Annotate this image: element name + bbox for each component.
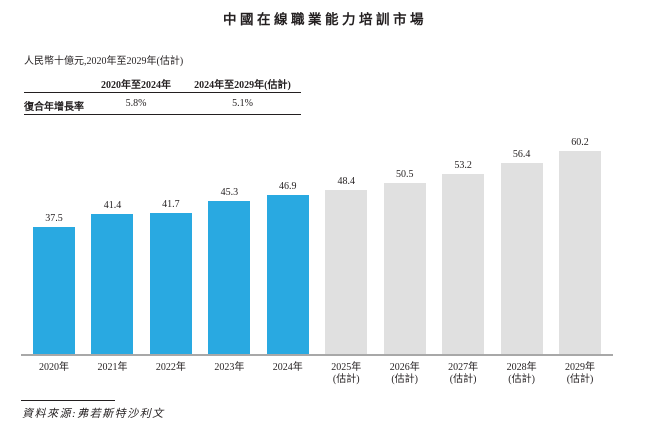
cagr-table: 2020年至2024年 2024年至2029年(估計) 復合年增長率 5.8% … — [24, 74, 301, 115]
bar-value-label: 53.2 — [454, 160, 472, 171]
source-divider — [21, 400, 115, 401]
bar-value-label: 46.9 — [279, 181, 297, 192]
bar-value-label: 41.4 — [103, 200, 122, 211]
bar-actual — [33, 227, 75, 354]
bar-actual — [266, 195, 309, 354]
x-axis-line — [21, 353, 613, 356]
chart-subtitle: 人民幣十億元,2020年至2029年(估計) — [24, 56, 184, 67]
bar-estimate — [325, 190, 368, 354]
bar-actual — [91, 214, 134, 354]
x-tick-label: 2027年 (估計) — [448, 362, 479, 385]
x-tick-label: 2022年 — [155, 362, 186, 373]
source-note: 資料來源:弗若斯特沙利文 — [22, 408, 165, 420]
bar-actual — [149, 213, 192, 354]
bar-value-label: 50.5 — [395, 169, 414, 180]
page-title: 中國在線職業能力培訓市場 — [223, 12, 427, 27]
bar-estimate — [442, 174, 485, 354]
bar-value-label: 37.5 — [45, 213, 63, 224]
bar-value-label: 41.7 — [162, 199, 180, 210]
cagr-header-row: 2020年至2024年 2024年至2029年(估計) — [24, 74, 301, 93]
x-tick-label: 2029年 (估計) — [565, 362, 596, 385]
x-tick-label: 2028年 (估計) — [506, 362, 537, 385]
cagr-header-2024-2029: 2024年至2029年(估計) — [194, 80, 291, 91]
x-tick-label: 2026年 (估計) — [389, 362, 420, 385]
bar-actual — [208, 201, 251, 354]
bar-value-label: 56.4 — [512, 149, 531, 160]
x-tick-label: 2020年 — [39, 362, 69, 373]
cagr-value-2024-2029: 5.1% — [232, 98, 253, 109]
bar-estimate — [383, 183, 426, 354]
bar-chart: 37.5 2020年 41.4 2021年 41.7 2022年 45.3 2023年 46.9… — [21, 137, 613, 385]
cagr-header-2020-2024: 2020年至2024年 — [101, 80, 171, 91]
bar-estimate — [559, 151, 602, 354]
x-tick-label: 2025年 (估計) — [331, 362, 362, 385]
bar-estimate — [500, 163, 543, 354]
x-tick-label: 2023年 — [214, 362, 245, 373]
cagr-row-label: 復合年增長率 — [24, 102, 84, 113]
bar-value-label: 48.4 — [337, 176, 356, 187]
bar-value-label: 45.3 — [220, 187, 239, 198]
cagr-value-2020-2024: 5.8% — [125, 98, 147, 109]
x-tick-label: 2024年 — [272, 362, 303, 373]
x-tick-label: 2021年 — [97, 362, 128, 373]
bar-value-label: 60.2 — [571, 137, 589, 148]
cagr-data-row: 復合年增長率 5.8% 5.1% — [24, 93, 301, 115]
